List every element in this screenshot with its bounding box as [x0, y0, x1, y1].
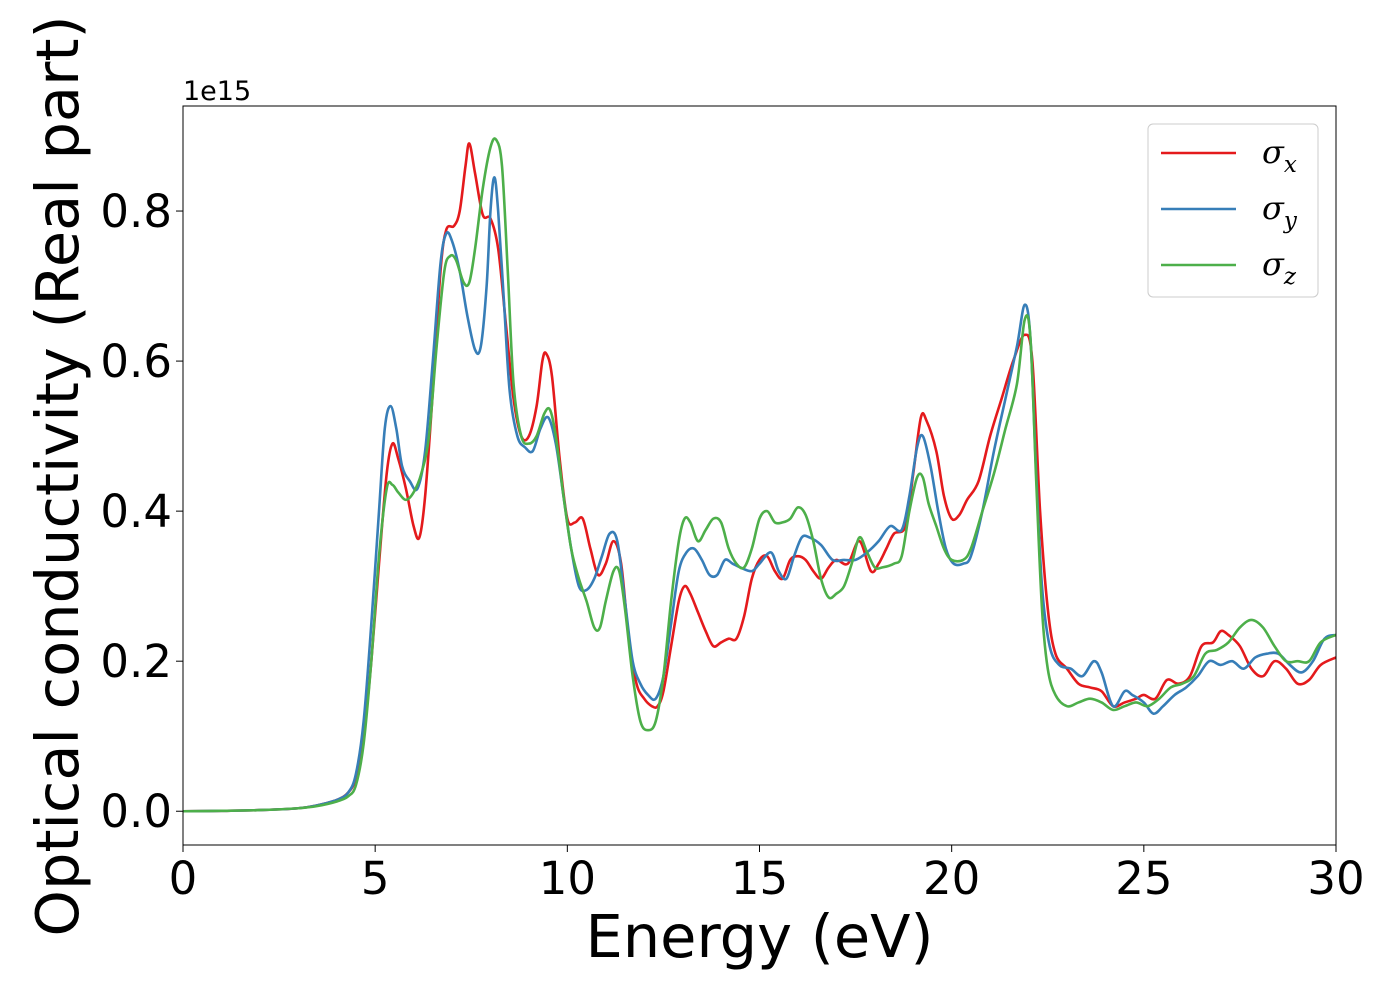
x-tick-label: 10 [539, 852, 596, 905]
x-tick-label: 5 [361, 852, 390, 905]
y-tick-label: 0.2 [100, 635, 172, 688]
legend: σx σy σz [1147, 123, 1319, 298]
legend-frame [1147, 123, 1319, 298]
y-offset-label: 1e15 [183, 76, 251, 107]
x-tick-label: 20 [923, 852, 980, 905]
y-tick-label: 0.4 [100, 485, 172, 538]
y-axis-label: Optical conductivity (Real part) [23, 16, 92, 937]
y-tick-label: 0.0 [100, 785, 172, 838]
y-tick-label: 0.6 [100, 335, 172, 388]
x-tick-label: 25 [1115, 852, 1172, 905]
x-axis: 0 5 10 15 20 25 30 [169, 845, 1365, 905]
x-axis-label: Energy (eV) [585, 902, 933, 971]
series-line-sigma-y [183, 175, 1336, 813]
series-line-sigma-z [183, 137, 1336, 813]
y-axis: 0.0 0.2 0.4 0.6 0.8 [100, 185, 183, 838]
series-layer [183, 137, 1336, 813]
y-tick-label: 0.8 [100, 185, 172, 238]
x-tick-label: 0 [169, 852, 198, 905]
x-tick-label: 30 [1307, 852, 1364, 905]
x-tick-label: 15 [731, 852, 788, 905]
legend-label-sigma-z: σz [1262, 245, 1297, 290]
legend-label-sigma-x: σx [1262, 133, 1297, 178]
legend-label-sigma-y: σy [1262, 189, 1298, 234]
